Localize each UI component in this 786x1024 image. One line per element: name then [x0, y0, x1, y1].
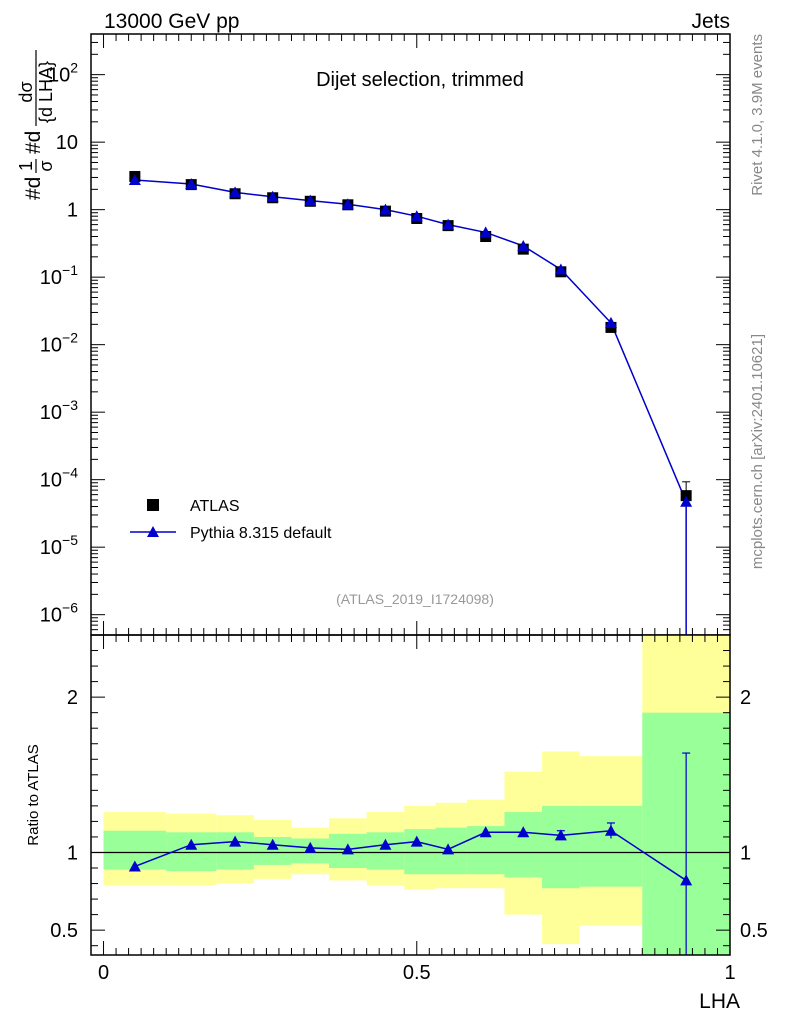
main-y-tick-label: 1 [67, 200, 78, 222]
x-tick-label: 1 [724, 962, 735, 984]
pythia-point [479, 226, 492, 238]
ratio-point [410, 835, 423, 847]
ratio-uncertainty-bands [103, 635, 730, 955]
ylabel-frac2-den-text: d LHA [36, 67, 56, 117]
pythia-point [604, 316, 617, 328]
pythia-point [410, 210, 423, 222]
pythia-point [229, 186, 242, 198]
mcplots-label: mcplots.cern.ch [arXiv:2401.10621] [749, 334, 766, 569]
main-y-tick-label: 10−5 [40, 532, 78, 559]
ratio-series-layer [128, 752, 693, 955]
main-y-axis-ticks: 10−6 10−5 10−4 10−3 10−2 10−1 1 10 102 [40, 33, 730, 636]
ratio-frame [90, 634, 731, 956]
band-green [366, 832, 405, 870]
ratio-y-tick-label-right: 0.5 [740, 920, 768, 942]
ylabel-prefix1: #d [22, 177, 45, 200]
main-y-tick-label: 10−6 [40, 600, 78, 627]
ylabel-frac1-den: σ [36, 160, 56, 171]
ratio-point [379, 838, 392, 850]
pythia-point [517, 239, 530, 251]
main-y-tick-label: 102 [48, 60, 78, 87]
legend-pythia-marker [147, 526, 159, 537]
ratio-point [442, 843, 455, 855]
ratio-point [517, 826, 530, 838]
main-title: Dijet selection, trimmed [316, 69, 524, 91]
band-green [542, 805, 580, 889]
x-tick-label: 0 [98, 962, 109, 984]
legend-atlas-marker [147, 499, 159, 511]
pythia-point [266, 190, 279, 202]
rivet-label: Rivet 4.1.0, 3.9M events [749, 34, 766, 196]
ylabel-frac2-num: dσ [16, 81, 36, 102]
ratio-point [604, 824, 617, 836]
main-y-tick-label: 10−1 [40, 262, 78, 289]
band-green [504, 812, 543, 878]
ratio-point [479, 826, 492, 838]
main-plot-panel: 10−6 10−5 10−4 10−3 10−2 10−1 1 10 102 Dijet sel… [16, 33, 731, 636]
pythia-point [185, 177, 198, 189]
band-green [404, 829, 436, 875]
ratio-point [229, 835, 242, 847]
ratio-y-label: Ratio to ATLAS [25, 744, 42, 845]
ratio-y-tick-label: 1 [67, 842, 78, 864]
main-series-layer [128, 170, 693, 635]
atlas-point [680, 490, 692, 502]
ratio-y-tick-label-right: 2 [740, 687, 751, 709]
ratio-y-tick-label: 2 [67, 687, 78, 709]
pythia-point [304, 194, 317, 206]
pythia-point [680, 495, 693, 507]
ratio-y-tick-label: 0.5 [50, 920, 78, 942]
pythia-line [134, 179, 687, 503]
legend: ATLAS Pythia 8.315 default [130, 498, 332, 542]
ratio-y-tick-label-right: 1 [740, 842, 751, 864]
main-y-tick-label: 10−4 [40, 465, 78, 492]
x-axis-label: LHA [699, 990, 740, 1013]
pythia-point [554, 263, 567, 275]
ratio-point [128, 860, 141, 872]
legend-atlas-label: ATLAS [190, 498, 240, 515]
band-green [579, 805, 643, 887]
main-annotation: (ATLAS_2019_I1724098) [336, 591, 494, 607]
ylabel-frac1-num: 1 [16, 161, 36, 171]
pythia-point [341, 198, 354, 210]
main-y-label: #d 1 σ #d dσ {d LHA} [16, 50, 56, 200]
ratio-y-axis-ticks: 0.5 0.5 1 1 2 2 [50, 634, 768, 947]
pythia-point [442, 218, 455, 230]
ylabel-prefix2: #d [22, 131, 45, 154]
ratio-point [680, 874, 693, 886]
header-energy: 13000 GeV pp [104, 10, 239, 33]
x-tick-label: 0.5 [403, 962, 431, 984]
ratio-point [554, 829, 567, 841]
pythia-point [128, 173, 141, 185]
ratio-plot-panel: 0.5 0.51 12 2 0 0.5 1 Ratio to ATLAS LHA [25, 634, 768, 1013]
ratio-point [185, 838, 198, 850]
ratio-point [266, 838, 279, 850]
ylabel-frac2-den: {d LHA} [36, 61, 56, 123]
ratio-point [304, 841, 317, 853]
main-y-tick-label: 10−3 [40, 397, 78, 424]
pythia-point [379, 203, 392, 215]
main-frame [90, 33, 731, 636]
main-y-tick-label: 10 [56, 132, 78, 154]
legend-pythia-label: Pythia 8.315 default [190, 525, 332, 542]
main-y-tick-label: 10−2 [40, 330, 78, 357]
main-x-axis-ticks [103, 34, 731, 635]
header-process: Jets [691, 10, 730, 33]
ratio-point [341, 843, 354, 855]
ratio-line [134, 829, 687, 882]
